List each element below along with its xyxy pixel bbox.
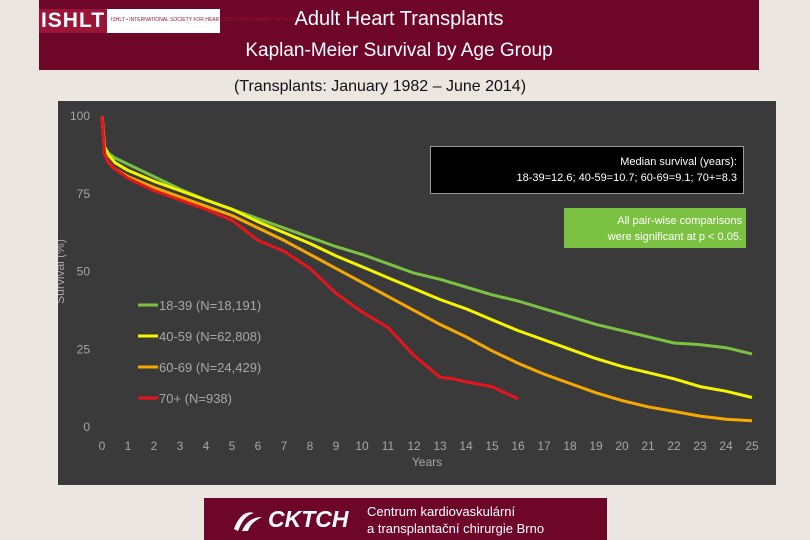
x-tick-label: 13: [433, 439, 447, 453]
cktch-logo-text: CKTCH: [268, 506, 349, 532]
x-tick-label: 4: [203, 439, 210, 453]
ishlt-logo: ISHLT ISHLT • INTERNATIONAL SOCIETY FOR …: [39, 9, 298, 33]
chart-title: Kaplan-Meier Survival by Age Group: [245, 40, 553, 61]
significance-note-line1: All pair-wise comparisons: [617, 215, 742, 227]
median-note-line1: Median survival (years):: [620, 156, 737, 168]
chart-subtitle: (Transplants: January 1982 – June 2014): [233, 78, 527, 95]
x-tick-label: 12: [407, 439, 421, 453]
series-line-1: [100, 115, 753, 356]
series-line-2: [100, 115, 753, 399]
x-tick-label: 20: [615, 439, 629, 453]
y-tick-label: 75: [77, 187, 91, 201]
median-note-line2: 18-39=12.6; 40-59=10.7; 60-69=9.1; 70+=8…: [516, 172, 738, 184]
plot-area: 0 25 50 75 100 0 1 2 3 4 5 6 7 8 9 10 11 12 13 14 15 16 17 18 19…: [58, 101, 776, 485]
footer-banner: CKTCH Centrum kardiovaskulární a transpl…: [204, 498, 607, 540]
x-tick-label: 24: [719, 439, 733, 453]
x-tick-label: 14: [459, 439, 473, 453]
x-tick-label: 19: [589, 439, 603, 453]
legend-label-4: 70+ (N=938): [159, 391, 232, 406]
x-tick-label: 6: [255, 439, 262, 453]
ishlt-logo-tagline: ISHLT • INTERNATIONAL SOCIETY FOR HEART …: [111, 17, 298, 23]
x-tick-label: 5: [229, 439, 236, 453]
x-tick-label: 16: [511, 439, 525, 453]
x-tick-label: 25: [745, 439, 759, 453]
median-survival-note: Median survival (years): 18-39=12.6; 40-…: [430, 146, 744, 194]
y-tick-label: 25: [77, 342, 91, 356]
y-tick-label: 0: [83, 420, 90, 434]
x-tick-label: 7: [281, 439, 288, 453]
x-tick-label: 2: [151, 439, 158, 453]
x-tick-label: 15: [485, 439, 499, 453]
x-tick-label: 9: [333, 439, 340, 453]
cktch-swirl-icon: [234, 512, 262, 531]
x-tick-label: 10: [355, 439, 369, 453]
x-tick-label: 11: [382, 439, 395, 453]
footer-text: Centrum kardiovaskulární a transplantačn…: [367, 503, 544, 537]
x-tick-label: 18: [563, 439, 577, 453]
significance-note: All pair-wise comparisons were significa…: [564, 208, 746, 248]
y-axis-title: Survival (%): [58, 239, 67, 304]
series-line-4: [100, 115, 519, 401]
y-tick-label: 100: [70, 109, 90, 123]
legend-label-2: 40-59 (N=62,808): [159, 329, 261, 344]
footer-line1: Centrum kardiovaskulární: [367, 504, 516, 519]
footer-line2: a transplantační chirurgie Brno: [367, 521, 545, 536]
legend-label-3: 60-69 (N=24,429): [159, 360, 261, 375]
ishlt-logo-mark: ISHLT: [39, 9, 107, 33]
x-tick-label: 22: [667, 439, 681, 453]
page-title: Adult Heart Transplants: [294, 8, 504, 30]
x-tick-label: 0: [99, 439, 106, 453]
x-tick-label: 3: [177, 439, 184, 453]
x-tick-label: 23: [693, 439, 707, 453]
x-axis-title: Years: [412, 455, 442, 469]
legend-label-1: 18-39 (N=18,191): [159, 298, 261, 313]
series-line-3: [100, 115, 753, 423]
significance-note-line2: were significant at p < 0.05.: [607, 231, 742, 243]
cktch-logo: CKTCH: [232, 504, 362, 534]
header-banner: ISHLT ISHLT • INTERNATIONAL SOCIETY FOR …: [39, 0, 759, 70]
x-tick-label: 8: [307, 439, 314, 453]
x-tick-label: 21: [641, 439, 655, 453]
x-tick-label: 17: [537, 439, 551, 453]
y-tick-label: 50: [77, 265, 91, 279]
x-tick-label: 1: [125, 439, 132, 453]
